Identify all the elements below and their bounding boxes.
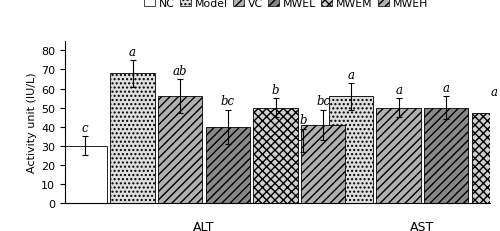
Text: b: b [300, 114, 307, 127]
Text: a: a [395, 83, 402, 96]
Text: AST: AST [410, 220, 434, 231]
Text: a: a [129, 45, 136, 58]
Text: c: c [82, 122, 88, 134]
Bar [424, 108, 469, 203]
Bar [110, 74, 154, 203]
Y-axis label: Activity unit (IU/L): Activity unit (IU/L) [27, 72, 37, 173]
Bar [281, 140, 326, 203]
Bar [62, 146, 107, 203]
Text: a: a [348, 68, 354, 81]
Text: ALT: ALT [194, 220, 215, 231]
Bar [301, 125, 346, 203]
Text: a: a [443, 82, 450, 94]
Text: a: a [490, 85, 498, 98]
Text: b: b [272, 83, 280, 96]
Bar [254, 108, 298, 203]
Legend: NC, Model, VC, MWEL, MWEM, MWEH: NC, Model, VC, MWEL, MWEM, MWEH [144, 0, 428, 9]
Bar [206, 127, 250, 203]
Bar [329, 97, 373, 203]
Text: ab: ab [173, 64, 188, 77]
Bar [376, 108, 421, 203]
Text: bc: bc [221, 95, 235, 108]
Bar [472, 114, 500, 203]
Text: bc: bc [316, 95, 330, 108]
Bar [158, 97, 202, 203]
